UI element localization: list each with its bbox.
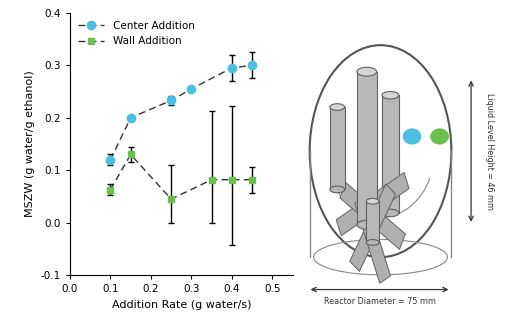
Text: Reactor Diameter = 75 mm: Reactor Diameter = 75 mm	[324, 297, 436, 306]
Polygon shape	[336, 172, 409, 236]
Legend: Center Addition, Wall Addition: Center Addition, Wall Addition	[75, 18, 198, 50]
Bar	[366, 201, 379, 243]
Ellipse shape	[366, 240, 379, 245]
Polygon shape	[340, 182, 406, 249]
Bar	[357, 72, 377, 225]
Ellipse shape	[330, 104, 344, 110]
Ellipse shape	[402, 128, 421, 145]
Polygon shape	[350, 184, 396, 271]
Y-axis label: MSZW (g water/g ethanol): MSZW (g water/g ethanol)	[25, 71, 35, 217]
Ellipse shape	[430, 128, 449, 145]
Ellipse shape	[357, 67, 377, 76]
Bar	[330, 107, 344, 189]
Bar	[382, 95, 399, 213]
Ellipse shape	[366, 198, 379, 204]
Ellipse shape	[382, 92, 399, 99]
X-axis label: Addition Rate (g water/s): Addition Rate (g water/s)	[111, 300, 251, 310]
Ellipse shape	[330, 186, 344, 193]
Polygon shape	[355, 196, 391, 283]
Text: Liquid Level Height = 46 mm: Liquid Level Height = 46 mm	[485, 93, 494, 210]
Ellipse shape	[357, 220, 377, 229]
Ellipse shape	[382, 209, 399, 217]
